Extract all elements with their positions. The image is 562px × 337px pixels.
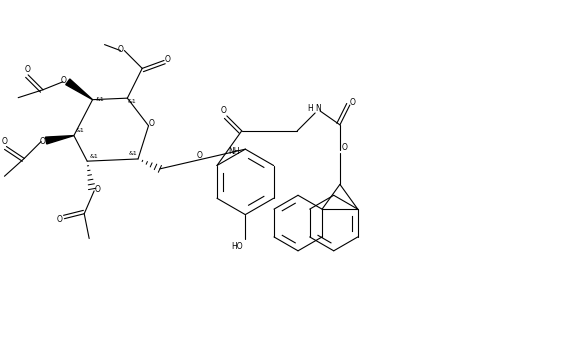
Text: &1: &1 — [129, 152, 138, 156]
Text: O: O — [94, 185, 100, 194]
Polygon shape — [46, 135, 74, 144]
Text: N: N — [315, 103, 321, 113]
Text: O: O — [221, 106, 227, 116]
Text: O: O — [61, 76, 67, 85]
Text: HO: HO — [232, 242, 243, 251]
Text: O: O — [350, 97, 356, 106]
Text: O: O — [197, 151, 202, 159]
Text: O: O — [117, 45, 123, 54]
Text: &1: &1 — [128, 99, 137, 103]
Text: O: O — [342, 143, 348, 152]
Polygon shape — [66, 79, 93, 100]
Text: O: O — [2, 137, 7, 146]
Text: O: O — [24, 65, 30, 74]
Text: H: H — [307, 103, 313, 113]
Text: O: O — [165, 55, 171, 64]
Text: &1: &1 — [75, 128, 84, 133]
Text: O: O — [148, 119, 155, 128]
Text: O: O — [56, 215, 62, 224]
Text: O: O — [39, 137, 45, 146]
Text: &1: &1 — [90, 154, 98, 159]
Text: &1: &1 — [95, 97, 104, 102]
Text: NH: NH — [229, 147, 240, 156]
